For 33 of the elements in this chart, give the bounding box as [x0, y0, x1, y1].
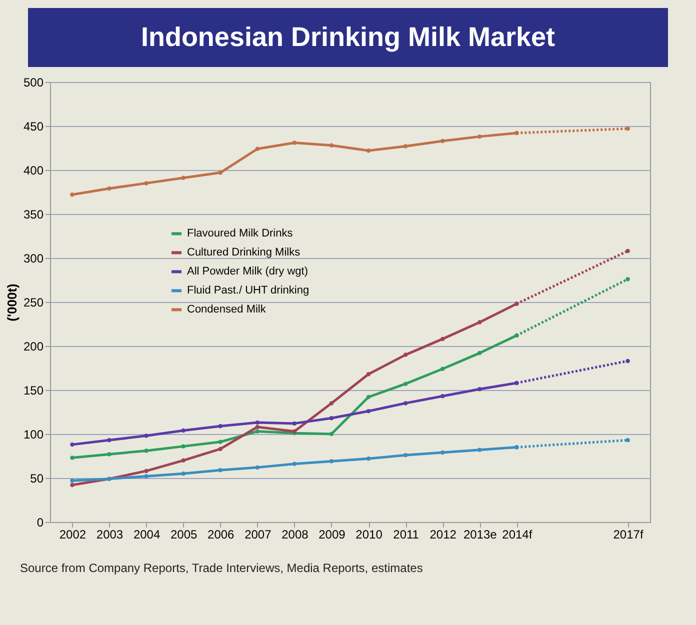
x-tick-label: 2010 — [356, 528, 383, 542]
legend-label: Cultured Drinking Milks — [187, 246, 301, 259]
legend-label: All Powder Milk (dry wgt) — [187, 266, 308, 278]
x-tick-label: 2013e — [463, 528, 498, 542]
x-tick-label: 2014f — [502, 528, 533, 542]
y-tick-label: 200 — [23, 340, 44, 354]
x-tick-label: 2004 — [133, 528, 160, 542]
y-tick-label: 500 — [23, 76, 44, 90]
x-tick-label: 2003 — [96, 528, 124, 542]
y-tick-label: 0 — [36, 516, 44, 530]
x-tick-label: 2002 — [59, 528, 86, 542]
x-tick-label: 2008 — [282, 528, 309, 542]
x-tick-label: 2009 — [318, 528, 346, 542]
x-tick-label: 2007 — [244, 528, 272, 542]
y-tick-label: 350 — [23, 208, 44, 222]
legend-label: Fluid Past./ UHT drinking — [187, 284, 310, 297]
y-tick-label: 50 — [30, 472, 44, 486]
legend-label: Flavoured Milk Drinks — [187, 228, 294, 240]
y-tick-label: 150 — [23, 384, 44, 398]
y-tick-label: 250 — [23, 296, 44, 310]
source-note: Source from Company Reports, Trade Interviews, Media Reports, estimates — [20, 561, 424, 575]
x-tick-label: 2017f — [613, 528, 644, 542]
x-tick-label: 2006 — [208, 528, 235, 542]
x-tick-label: 2005 — [170, 528, 198, 542]
y-axis-title: ('000t) — [4, 284, 20, 322]
y-tick-label: 100 — [23, 428, 44, 442]
x-tick-label: 2012 — [430, 528, 457, 542]
y-tick-label: 300 — [23, 252, 44, 266]
y-tick-label: 450 — [23, 120, 44, 134]
y-tick-label: 400 — [23, 164, 44, 178]
chart-title: Indonesian Drinking Milk Market — [28, 8, 668, 67]
x-tick-label: 2011 — [393, 528, 420, 542]
legend-label: Condensed Milk — [187, 304, 266, 316]
